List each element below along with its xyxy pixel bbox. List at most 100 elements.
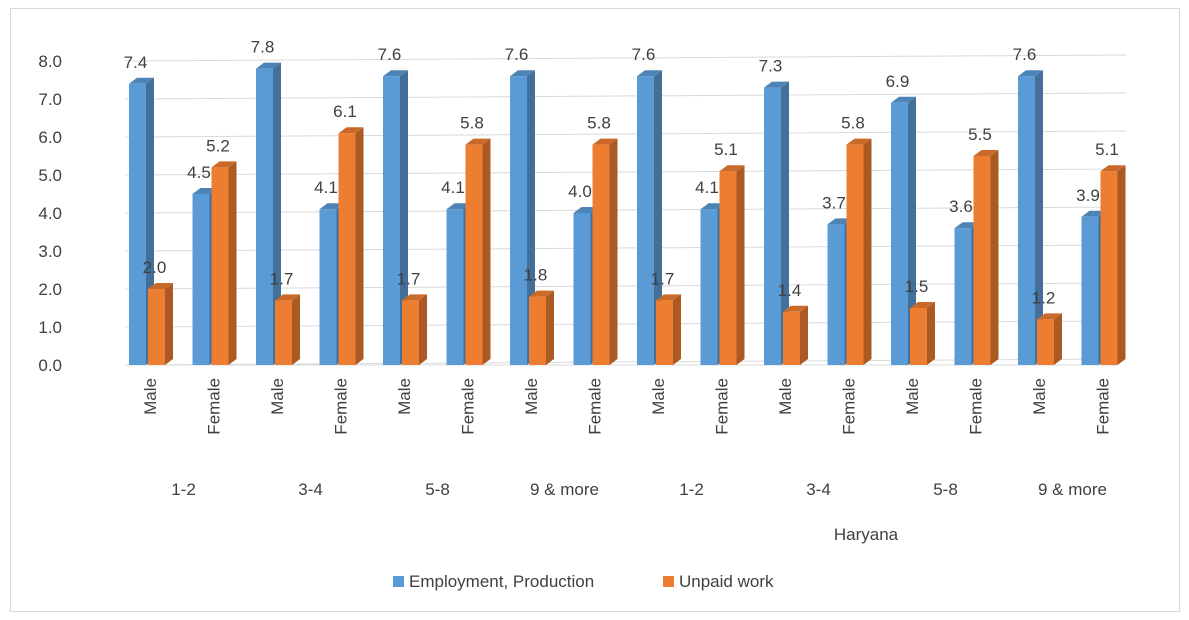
bar-front bbox=[891, 102, 908, 366]
data-label: 7.6 bbox=[378, 45, 402, 64]
bar bbox=[338, 127, 364, 365]
x-category-label: Female bbox=[459, 378, 478, 435]
data-label: 5.8 bbox=[587, 114, 611, 133]
data-label: 4.0 bbox=[568, 182, 592, 201]
x-category-label: Female bbox=[840, 378, 859, 435]
bar-front bbox=[383, 76, 400, 365]
x-category-label: Female bbox=[713, 378, 732, 435]
bar bbox=[846, 138, 872, 365]
bar-front bbox=[846, 144, 864, 365]
bar-top bbox=[764, 81, 789, 88]
data-label: 5.5 bbox=[968, 125, 992, 144]
bar bbox=[973, 150, 999, 365]
x-category-label: Male bbox=[1030, 378, 1049, 415]
x-group-label: 5-8 bbox=[425, 480, 450, 499]
x-category-label: Female bbox=[205, 378, 224, 435]
data-label: 7.3 bbox=[759, 57, 783, 76]
data-label: 4.5 bbox=[187, 163, 211, 182]
x-category-label: Female bbox=[586, 378, 605, 435]
bar-front bbox=[827, 224, 845, 365]
x-category-label: Female bbox=[967, 378, 986, 435]
gridline bbox=[124, 206, 1127, 214]
bar-front bbox=[319, 209, 337, 365]
bar-side bbox=[419, 294, 427, 365]
x-category-label: Male bbox=[903, 378, 922, 415]
bar-top bbox=[529, 290, 554, 297]
x-category-label: Male bbox=[141, 378, 160, 415]
x-group-label: 9 & more bbox=[1038, 480, 1107, 499]
bar bbox=[764, 81, 789, 365]
bar-front bbox=[637, 76, 654, 365]
bar bbox=[465, 138, 491, 365]
legend-label: Employment, Production bbox=[409, 572, 594, 591]
x-group-label: 1-2 bbox=[679, 480, 704, 499]
bar-side bbox=[654, 70, 662, 365]
bar-top bbox=[465, 138, 491, 145]
bar-front bbox=[402, 300, 419, 365]
x-group-label: 5-8 bbox=[933, 480, 958, 499]
bar-top bbox=[275, 294, 300, 301]
bar-front bbox=[1037, 319, 1054, 365]
data-label: 6.9 bbox=[886, 72, 910, 91]
bar-front bbox=[700, 209, 718, 365]
bar-front bbox=[954, 228, 972, 365]
bar bbox=[1100, 165, 1126, 365]
bar-front bbox=[529, 296, 546, 365]
bar-top bbox=[211, 161, 237, 168]
bar-front bbox=[592, 144, 610, 365]
data-label: 7.6 bbox=[505, 45, 529, 64]
bar-front bbox=[510, 76, 527, 365]
bar-front bbox=[1081, 216, 1099, 365]
x-category-label: Male bbox=[395, 378, 414, 415]
data-label: 4.1 bbox=[441, 178, 465, 197]
data-label: 6.1 bbox=[333, 102, 357, 121]
bar-top bbox=[1100, 165, 1126, 172]
bar-front bbox=[764, 87, 781, 365]
data-label: 3.7 bbox=[822, 193, 846, 212]
bar-side bbox=[800, 305, 808, 365]
y-tick-label: 8.0 bbox=[38, 52, 62, 71]
bar-side bbox=[546, 290, 554, 365]
legend-swatch bbox=[393, 576, 404, 587]
bar-top bbox=[954, 222, 980, 229]
data-label: 1.7 bbox=[651, 269, 675, 288]
bar-front bbox=[783, 311, 800, 365]
bar bbox=[383, 70, 408, 365]
bar bbox=[148, 283, 173, 365]
data-label: 7.4 bbox=[124, 53, 148, 72]
x-group-label: 3-4 bbox=[298, 480, 323, 499]
bar-top bbox=[846, 138, 872, 145]
bar-top bbox=[510, 70, 535, 77]
bar-top bbox=[700, 203, 726, 210]
bar-side bbox=[273, 62, 281, 365]
y-tick-label: 7.0 bbox=[38, 90, 62, 109]
bar-top bbox=[129, 77, 154, 84]
x-category-label: Male bbox=[522, 378, 541, 415]
bar-top bbox=[573, 207, 599, 213]
x-axis: Male Female Male Female Male Female Male Female… bbox=[141, 378, 1113, 544]
legend: Employment, Production Unpaid work bbox=[393, 572, 774, 591]
legend-swatch bbox=[663, 576, 674, 587]
data-label: 1.4 bbox=[778, 281, 802, 300]
bar-side bbox=[863, 138, 872, 365]
bar-side bbox=[1117, 165, 1126, 365]
data-label: 3.6 bbox=[949, 197, 973, 216]
bar bbox=[783, 305, 808, 365]
bar-front bbox=[465, 144, 483, 365]
bar-front bbox=[275, 300, 292, 365]
bar-top bbox=[192, 188, 218, 194]
bar-front bbox=[129, 83, 146, 366]
bar-side bbox=[482, 138, 491, 365]
x-category-label: Male bbox=[649, 378, 668, 415]
bar-front bbox=[338, 133, 356, 365]
y-tick-label: 1.0 bbox=[38, 318, 62, 337]
y-tick-label: 4.0 bbox=[38, 204, 62, 223]
bar-side bbox=[609, 138, 618, 365]
bar bbox=[910, 302, 935, 365]
legend-item: Unpaid work bbox=[663, 572, 774, 591]
bar-top bbox=[827, 218, 853, 225]
data-labels: 7.4 4.5 7.8 4.1 7.6 4.1 7.6 4.0 7.6 4.1 7.3 3.7 6.9 3… bbox=[124, 38, 1119, 308]
bar-side bbox=[908, 96, 916, 366]
bar-top bbox=[1037, 313, 1062, 320]
bar-front bbox=[1100, 171, 1118, 365]
